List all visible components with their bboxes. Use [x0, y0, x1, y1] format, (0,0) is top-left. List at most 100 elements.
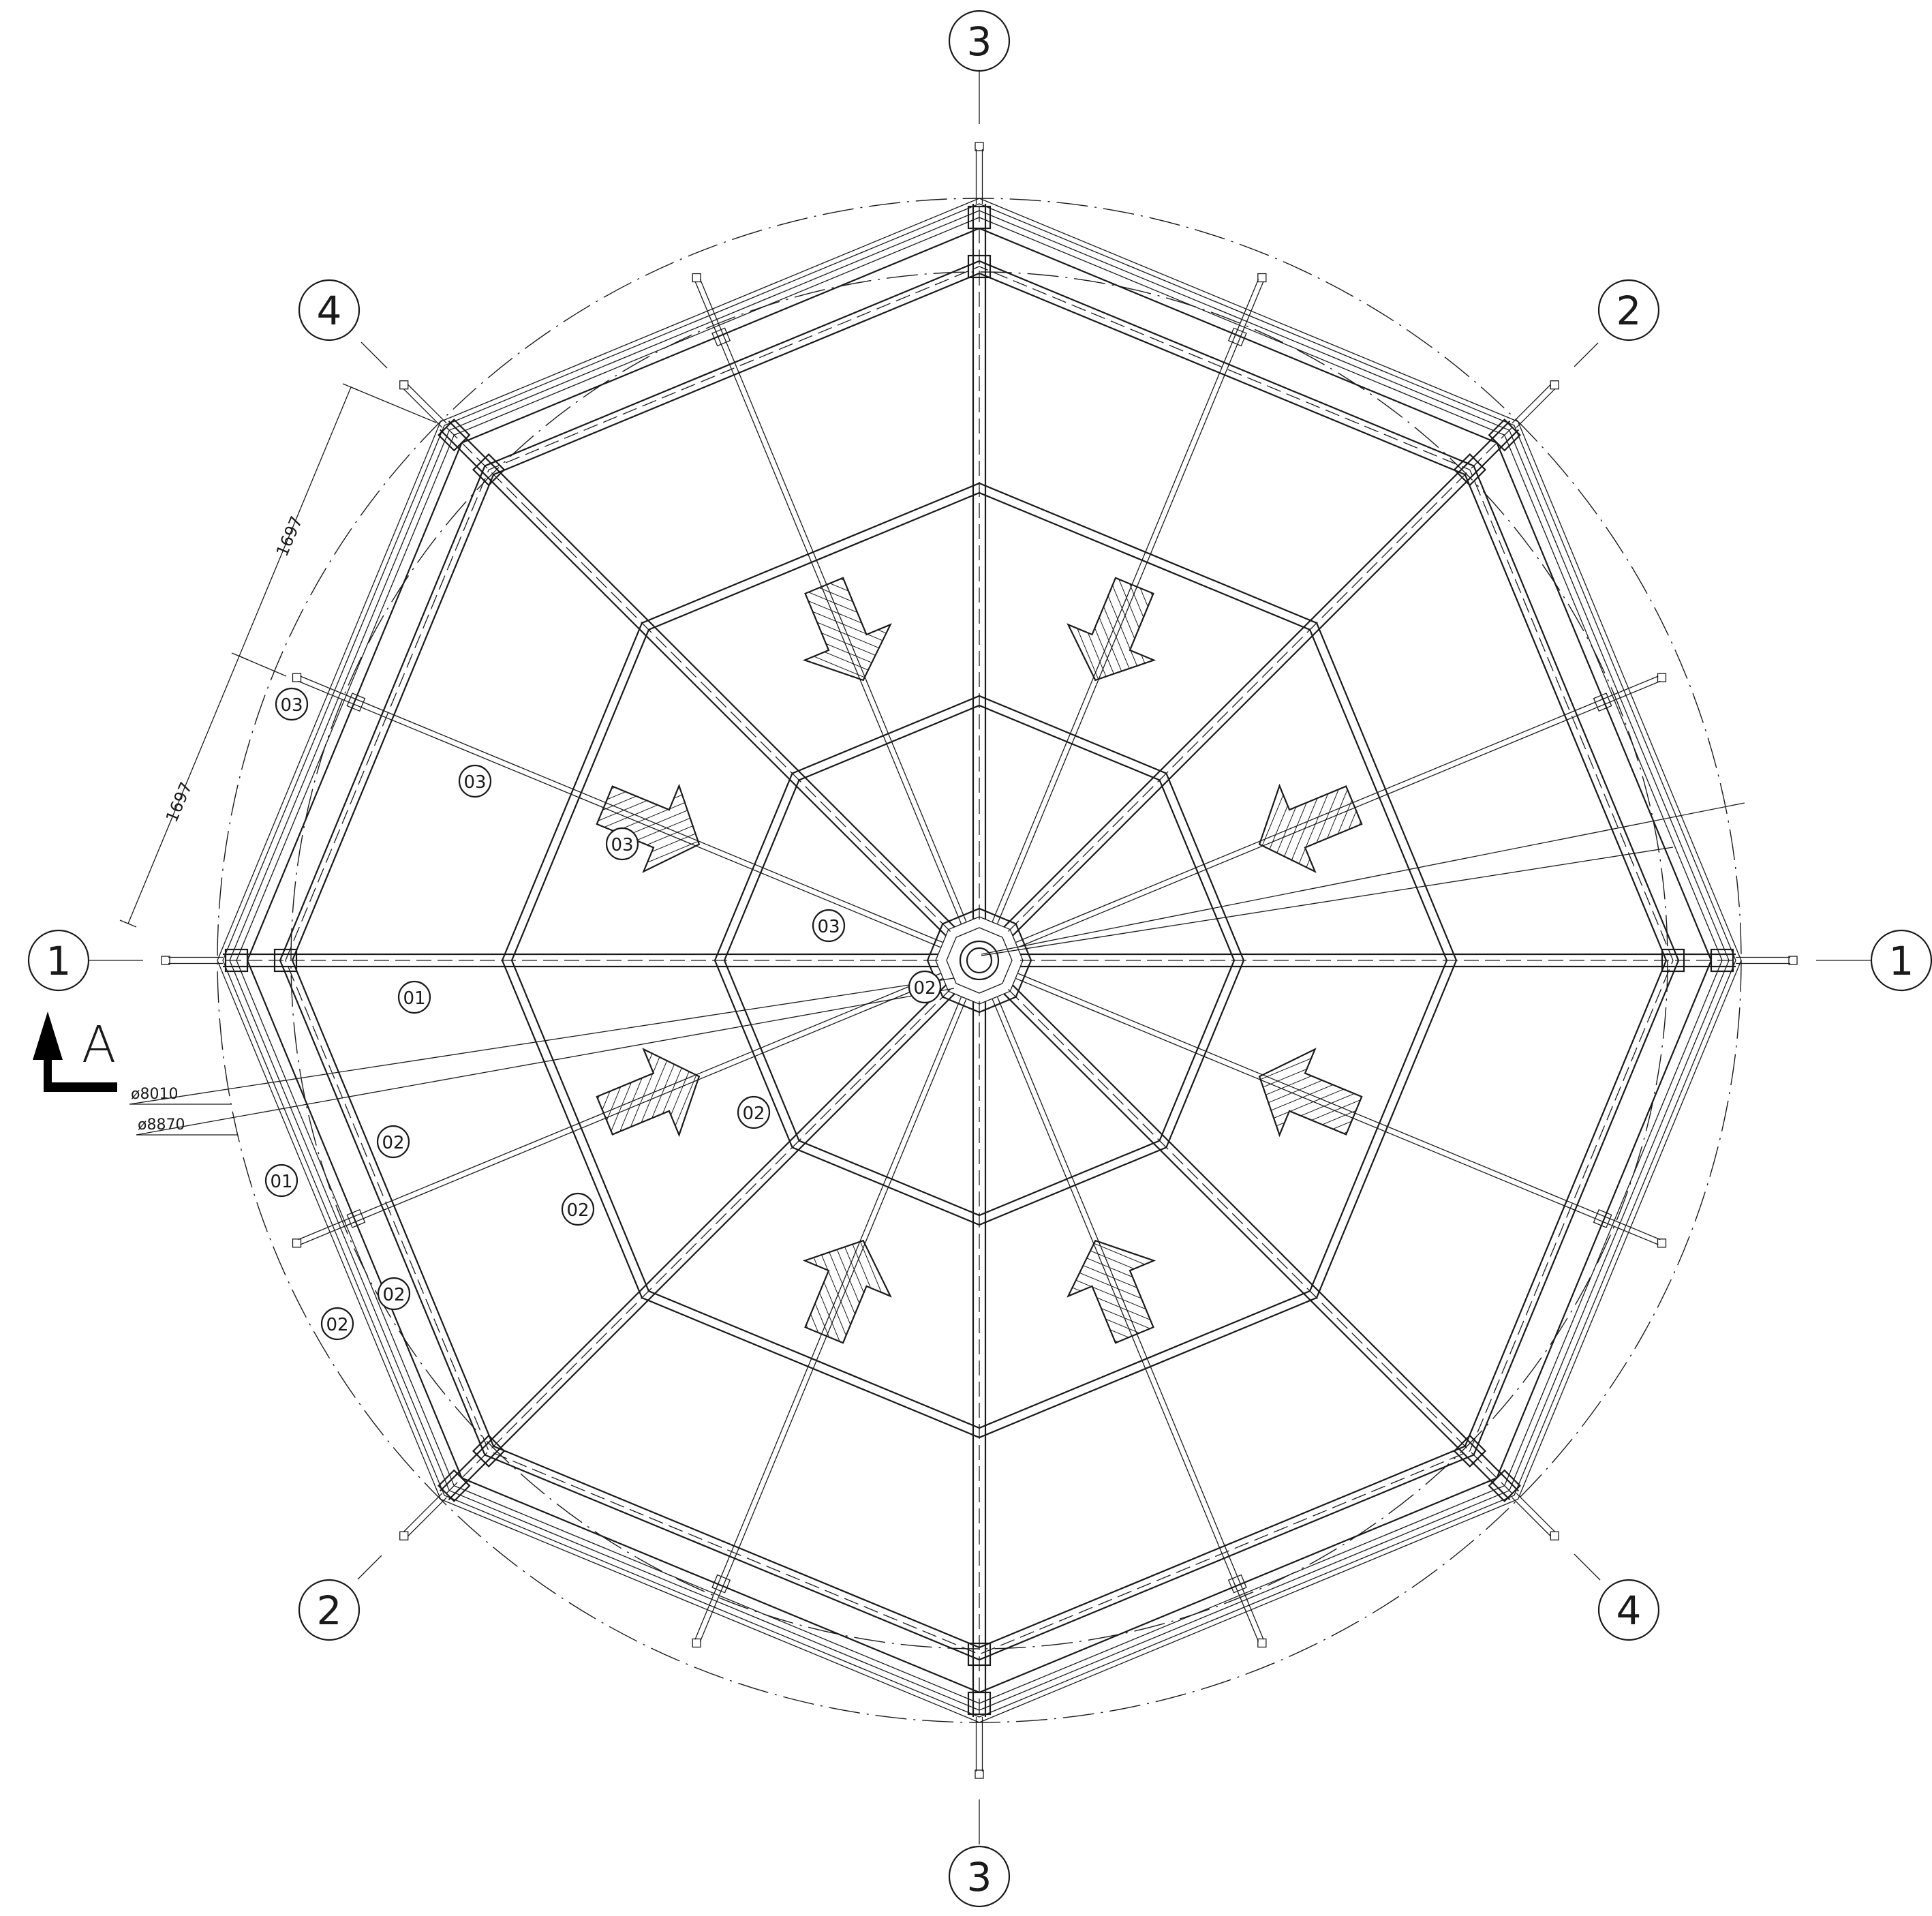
- connection-plate-small: [1227, 327, 1247, 347]
- connection-plate-small: [346, 1208, 366, 1228]
- main-rafter: [1003, 993, 1511, 1501]
- hub-outer: [926, 907, 1032, 1014]
- connection-plate-small: [711, 1574, 731, 1594]
- connection-plate-small: [1227, 1574, 1247, 1594]
- axis-label-3-south: 3: [967, 1854, 992, 1900]
- svg-text:03: 03: [280, 695, 303, 716]
- rafter-tail: [408, 1497, 447, 1537]
- edge-dimension-2: 1697: [162, 779, 196, 825]
- bolt-head: [1257, 273, 1267, 283]
- hub-mid: [935, 916, 1024, 1005]
- axis-label-2-sw: 2: [317, 1587, 342, 1634]
- main-rafter-centerline: [1007, 988, 1516, 1497]
- member-tag: 03: [812, 909, 846, 943]
- connection-plate: [438, 1469, 471, 1502]
- bolt-head: [1657, 673, 1667, 682]
- diameter-outer-label: ø8870: [138, 1116, 185, 1134]
- connection-plate: [1661, 948, 1685, 973]
- connection-plate: [224, 948, 249, 973]
- axis-label-4-nw: 4: [317, 288, 342, 334]
- svg-text:01: 01: [403, 988, 425, 1009]
- member-tag: 02: [908, 970, 942, 1004]
- eave-beam: [217, 198, 1742, 1723]
- rafter-tail: [403, 389, 443, 428]
- slope-arrow: [1067, 577, 1156, 682]
- svg-text:02: 02: [382, 1133, 404, 1153]
- bolt-head: [692, 273, 701, 283]
- bolt-head: [1657, 1238, 1667, 1248]
- member-tag: 03: [275, 687, 309, 721]
- hub-core: [959, 940, 1000, 981]
- svg-text:03: 03: [463, 772, 486, 793]
- main-rafter: [1012, 984, 1520, 1492]
- connection-plate: [967, 254, 992, 279]
- bolt-head: [1257, 1638, 1267, 1648]
- connection-plate: [967, 1642, 992, 1667]
- hub-bore: [966, 947, 993, 974]
- axis-bubble-3-north: 3: [948, 10, 1011, 124]
- bolt-head: [975, 1769, 984, 1779]
- connection-plate-small: [346, 693, 366, 712]
- connection-plate-small: [711, 327, 731, 347]
- axis-label-2-ne: 2: [1616, 288, 1642, 334]
- bolt-head: [1550, 1531, 1559, 1540]
- bolt-head: [1788, 956, 1798, 965]
- bolt-head: [975, 142, 984, 151]
- rafter-tail: [408, 384, 447, 424]
- bolt-head: [161, 956, 170, 965]
- axis-label-4-se: 4: [1616, 1587, 1642, 1634]
- axis-bubble-4-nw: 4: [298, 279, 388, 369]
- member-tags: 03 03 03 03 01 02 02 02 02 01 02 02: [264, 687, 942, 1341]
- axis-bubble-1-west: 1: [27, 929, 143, 992]
- diameter-callouts: ø8010 ø8870: [129, 802, 1745, 1136]
- section-marker: A: [33, 1012, 117, 1092]
- bolt-head: [1550, 380, 1559, 390]
- member-tag: 01: [264, 1164, 298, 1198]
- bolt-head: [399, 1531, 409, 1540]
- svg-text:02: 02: [326, 1315, 348, 1335]
- axis-label-1-west: 1: [46, 938, 72, 984]
- member-tag: 02: [320, 1307, 354, 1341]
- member-tag: 03: [605, 827, 639, 861]
- axis-bubble-1-east: 1: [1816, 929, 1932, 992]
- svg-text:02: 02: [913, 978, 936, 999]
- connection-plate: [967, 1691, 992, 1716]
- connection-plate-small: [1593, 1208, 1612, 1228]
- main-rafter: [1012, 429, 1520, 937]
- bolt-head: [292, 1238, 302, 1248]
- connection-plate: [1453, 453, 1487, 487]
- main-rafter: [1003, 420, 1511, 928]
- svg-text:01: 01: [270, 1172, 292, 1192]
- connection-plate: [967, 205, 992, 230]
- rafter-tail: [1516, 1493, 1556, 1532]
- rafter-tail: [403, 1493, 443, 1532]
- connection-plate: [273, 948, 298, 973]
- member-tag: 02: [377, 1277, 411, 1311]
- main-rafter-centerline: [1007, 424, 1516, 932]
- slope-arrow: [596, 1048, 701, 1138]
- main-rafter: [439, 984, 947, 1492]
- main-rafter: [448, 420, 955, 928]
- member-tag: 01: [397, 980, 431, 1014]
- axis-label-3-north: 3: [967, 18, 992, 65]
- slope-arrows: [596, 577, 1363, 1344]
- svg-text:03: 03: [611, 835, 633, 855]
- slope-arrow: [802, 577, 892, 682]
- connection-plate: [472, 1434, 506, 1468]
- svg-text:02: 02: [566, 1200, 589, 1221]
- connection-plate: [1453, 1434, 1487, 1468]
- main-rafter: [439, 429, 947, 937]
- connection-plate: [1710, 948, 1734, 973]
- axis-bubble-2-sw: 2: [298, 1555, 382, 1641]
- member-tag: 02: [376, 1125, 410, 1159]
- member-tag: 02: [561, 1192, 595, 1226]
- connection-plate: [1488, 1469, 1521, 1502]
- connection-plate: [1488, 419, 1521, 452]
- main-rafter-centerline: [443, 988, 951, 1497]
- slope-arrow: [1258, 783, 1363, 873]
- main-rafter-centerline: [443, 424, 951, 932]
- eave-beam: [222, 203, 1736, 1718]
- axis-label-1-east: 1: [1889, 938, 1914, 984]
- slope-arrow: [596, 783, 701, 873]
